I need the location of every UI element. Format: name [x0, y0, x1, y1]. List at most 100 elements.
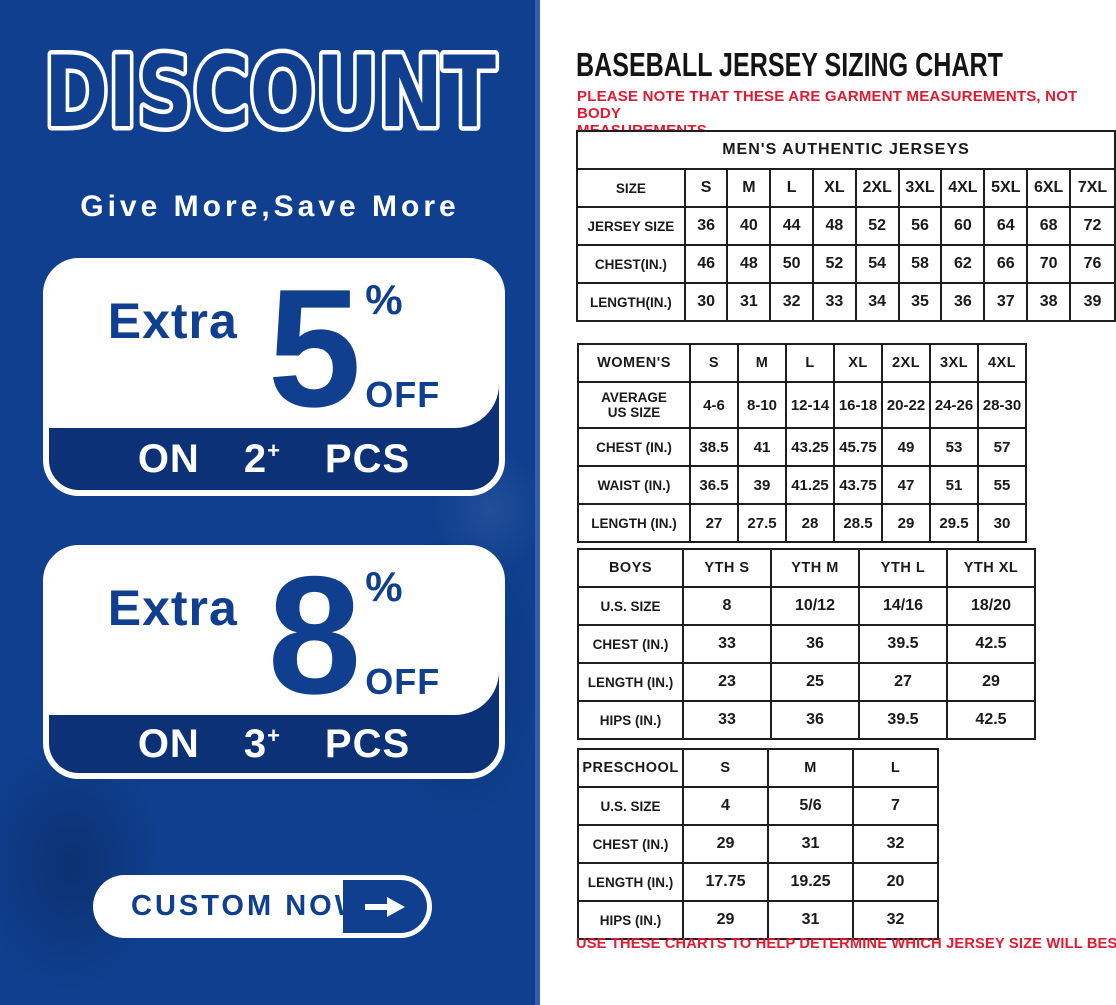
tagline: Give More,Save More [80, 190, 460, 223]
value-cell: 27 [858, 662, 948, 702]
value-cell: 45.75 [833, 427, 883, 467]
value-cell: 14/16 [858, 586, 948, 626]
value-cell: 70 [1026, 244, 1072, 284]
value-cell: 48 [726, 244, 772, 284]
value-cell: 32 [852, 824, 939, 864]
table-row: SIZE S M L XL 2XL 3XL 4XL 5XL 6XL 7XL [576, 168, 1116, 208]
header-cell: 4XL [977, 343, 1027, 383]
value-cell: 10/12 [770, 586, 860, 626]
value-cell: 35 [897, 282, 943, 322]
row-label-cell: U.S. SIZE [577, 586, 684, 626]
value-cell: 41.25 [785, 465, 835, 505]
value-cell: 31 [767, 824, 854, 864]
value-cell: 38.5 [689, 427, 739, 467]
value-cell: 8 [682, 586, 772, 626]
value-cell: 25 [770, 662, 860, 702]
value-cell: 28 [785, 503, 835, 543]
value-cell: 66 [983, 244, 1029, 284]
value-cell: 33 [682, 700, 772, 740]
value-cell: 58 [897, 244, 943, 284]
value-cell: 4 [682, 786, 769, 826]
value-cell: 5XL [983, 168, 1029, 208]
value-cell: 33 [682, 624, 772, 664]
value-cell: 38 [1026, 282, 1072, 322]
value-cell: 7XL [1069, 168, 1116, 208]
value-cell: 72 [1069, 206, 1116, 246]
value-cell: 52 [811, 244, 857, 284]
header-cell: 3XL [929, 343, 979, 383]
value-cell: 23 [682, 662, 772, 702]
table-row: CHEST (IN.) 33 36 39.5 42.5 [577, 624, 1036, 664]
value-cell: 36 [770, 700, 860, 740]
table-row: CHEST (IN.) 29 31 32 [577, 824, 939, 864]
discount-title-text: DISCOUNT [44, 36, 496, 150]
row-label-cell: U.S. SIZE [577, 786, 684, 826]
offer-card-top: Extra 8 % OFF [49, 551, 499, 719]
header-cell: WOMEN'S [577, 343, 691, 383]
pcs-label: PCS [324, 436, 411, 481]
value-cell: 40 [726, 206, 772, 246]
value-cell: 36 [770, 624, 860, 664]
header-cell: XL [833, 343, 883, 383]
value-cell: 68 [1026, 206, 1072, 246]
table-row: LENGTH (IN.) 17.75 19.25 20 [577, 862, 939, 902]
custom-now-button[interactable]: CUSTOM NOW [93, 875, 432, 938]
off-label: OFF [365, 374, 441, 415]
arrow-segment[interactable] [343, 880, 427, 933]
value-cell: 29 [682, 824, 769, 864]
value-cell: 3XL [897, 168, 943, 208]
value-cell: 20 [852, 862, 939, 902]
on-label: ON [137, 436, 200, 481]
row-label-cell: AVERAGE US SIZE [577, 381, 691, 429]
value-cell: 29 [946, 662, 1036, 702]
row-label-cell: SIZE [576, 168, 686, 208]
value-cell: 52 [854, 206, 900, 246]
table-row: CHEST(IN.) 46 48 50 52 54 58 62 66 70 76 [576, 244, 1116, 284]
value-cell: 47 [881, 465, 931, 505]
value-cell: 29 [682, 900, 769, 940]
value-cell: 27 [689, 503, 739, 543]
table-header-row: WOMEN'S S M L XL 2XL 3XL 4XL [577, 343, 1027, 383]
value-cell: 53 [929, 427, 979, 467]
value-cell: 62 [940, 244, 986, 284]
value-cell: 43.25 [785, 427, 835, 467]
boys-sizing-table: BOYS YTH S YTH M YTH L YTH XL U.S. SIZE 8 10/12… [577, 548, 1036, 740]
value-cell: 29 [881, 503, 931, 543]
womens-sizing-table: WOMEN'S S M L XL 2XL 3XL 4XL AVERAGE US SIZE 4-6 8… [577, 343, 1027, 543]
value-cell: 31 [726, 282, 772, 322]
value-cell: 39 [1069, 282, 1116, 322]
value-cell: 56 [897, 206, 943, 246]
value-cell: 27.5 [737, 503, 787, 543]
header-cell: BOYS [577, 548, 684, 588]
row-label-cell: CHEST (IN.) [577, 824, 684, 864]
value-cell: 31 [767, 900, 854, 940]
value-cell: XL [811, 168, 857, 208]
row-label-cell: CHEST (IN.) [577, 624, 684, 664]
value-cell: 32 [852, 900, 939, 940]
table-row: JERSEY SIZE 36 40 44 48 52 56 60 64 68 72 [576, 206, 1116, 246]
value-cell: 33 [811, 282, 857, 322]
value-cell: M [726, 168, 772, 208]
table-row: U.S. SIZE 4 5/6 7 [577, 786, 939, 826]
pcs-label: PCS [324, 721, 411, 766]
table-row: HIPS (IN.) 33 36 39.5 42.5 [577, 700, 1036, 740]
value-cell: 39 [737, 465, 787, 505]
value-cell: 28-30 [977, 381, 1027, 429]
value-cell: 19.25 [767, 862, 854, 902]
value-cell: 42.5 [946, 700, 1036, 740]
row-label-cell: WAIST (IN.) [577, 465, 691, 505]
header-cell: YTH M [770, 548, 860, 588]
value-cell: 12-14 [785, 381, 835, 429]
quantity: 3+ [243, 721, 281, 766]
value-cell: 51 [929, 465, 979, 505]
row-label-cell: HIPS (IN.) [577, 700, 684, 740]
preschool-sizing-table: PRESCHOOL S M L U.S. SIZE 4 5/6 7 CHEST (IN.) 29 3… [577, 748, 939, 940]
offer-condition-band: ON 2+ PCS [49, 428, 499, 490]
plus-sign: + [267, 437, 281, 463]
row-label-cell: LENGTH (IN.) [577, 662, 684, 702]
row-label-cell: HIPS (IN.) [577, 900, 684, 940]
offer-percent-value: 5 [267, 254, 361, 442]
value-cell: 36 [683, 206, 729, 246]
banner-edge-highlight [535, 0, 540, 1005]
value-cell: 4XL [940, 168, 986, 208]
